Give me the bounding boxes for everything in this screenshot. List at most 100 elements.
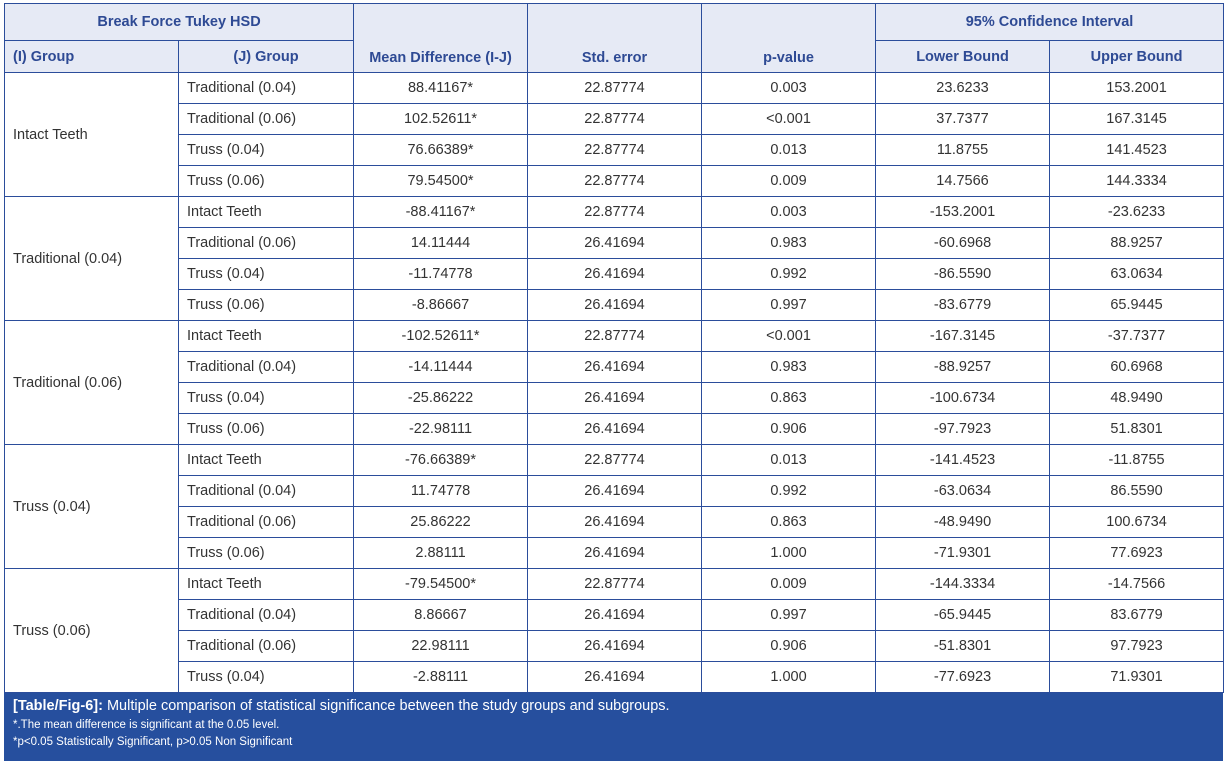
i-group-cell: Intact Teeth	[4, 72, 179, 197]
std-error-cell: 26.41694	[527, 351, 703, 383]
j-group-cell: Traditional (0.04)	[177, 72, 355, 104]
caption-note-2: *p<0.05 Statistically Significant, p>0.0…	[13, 736, 293, 748]
p-value-cell: 0.863	[701, 382, 877, 414]
std-error-cell: 26.41694	[527, 599, 703, 631]
upper-bound-cell: 153.2001	[1049, 72, 1225, 104]
header-std-error: Std. error	[527, 3, 703, 73]
table-row: Traditional (0.06) Intact Teeth -102.52611…	[4, 320, 1225, 445]
upper-bound-cell: 141.4523	[1049, 134, 1225, 166]
p-value-cell: <0.001	[701, 103, 877, 135]
table-row: Truss (0.06) -22.98111 26.41694 0.906 -97.79…	[5, 413, 1225, 445]
upper-bound-cell: 144.3334	[1049, 165, 1225, 197]
table-row: Truss (0.06) 2.88111 26.41694 1.000 -71.9301…	[5, 537, 1225, 569]
lower-bound-cell: -65.9445	[875, 599, 1051, 631]
tukey-hsd-table: Break Force Tukey HSD Mean Difference (I…	[3, 3, 1225, 693]
header-p-value: p-value	[701, 3, 877, 73]
j-group-cell: Traditional (0.06)	[177, 103, 355, 135]
table-row: Truss (0.04) 76.66389* 22.87774 0.013 11.875…	[5, 134, 1225, 166]
std-error-cell: 22.87774	[527, 72, 703, 104]
j-group-cell: Intact Teeth	[177, 568, 355, 600]
upper-bound-cell: 60.6968	[1049, 351, 1225, 383]
mean-difference-cell: -25.86222	[353, 382, 529, 414]
p-value-cell: <0.001	[701, 320, 877, 352]
j-group-cell: Intact Teeth	[177, 320, 355, 352]
lower-bound-cell: -77.6923	[875, 661, 1051, 693]
lower-bound-cell: 37.7377	[875, 103, 1051, 135]
std-error-cell: 22.87774	[527, 103, 703, 135]
upper-bound-cell: 97.7923	[1049, 630, 1225, 662]
header-j-group: (J) Group	[177, 40, 355, 73]
table-row: Truss (0.04) Intact Teeth -76.66389* 22.877…	[4, 444, 1225, 569]
lower-bound-cell: -51.8301	[875, 630, 1051, 662]
lower-bound-cell: 23.6233	[875, 72, 1051, 104]
std-error-cell: 26.41694	[527, 537, 703, 569]
j-group-cell: Traditional (0.06)	[177, 630, 355, 662]
lower-bound-cell: 14.7566	[875, 165, 1051, 197]
mean-difference-cell: 102.52611*	[353, 103, 529, 135]
std-error-cell: 26.41694	[527, 630, 703, 662]
mean-difference-cell: 11.74778	[353, 475, 529, 507]
upper-bound-cell: 167.3145	[1049, 103, 1225, 135]
std-error-cell: 26.41694	[527, 475, 703, 507]
lower-bound-cell: -86.5590	[875, 258, 1051, 290]
j-group-cell: Truss (0.06)	[177, 537, 355, 569]
upper-bound-cell: 71.9301	[1049, 661, 1225, 693]
mean-difference-cell: 88.41167*	[353, 72, 529, 104]
i-group-cell: Traditional (0.06)	[4, 320, 179, 445]
lower-bound-cell: -167.3145	[875, 320, 1051, 352]
j-group-cell: Truss (0.04)	[177, 134, 355, 166]
table-row: Traditional (0.04) -14.11444 26.41694 0.983…	[5, 351, 1225, 383]
lower-bound-cell: -63.0634	[875, 475, 1051, 507]
mean-difference-cell: -11.74778	[353, 258, 529, 290]
mean-difference-cell: 8.86667	[353, 599, 529, 631]
mean-difference-cell: -76.66389*	[353, 444, 529, 476]
table-row: Traditional (0.06) 102.52611* 22.87774 <0.0…	[5, 103, 1225, 135]
upper-bound-cell: 100.6734	[1049, 506, 1225, 538]
j-group-cell: Traditional (0.06)	[177, 506, 355, 538]
caption-label: [Table/Fig-6]:	[13, 698, 103, 714]
std-error-cell: 26.41694	[527, 413, 703, 445]
mean-difference-cell: 22.98111	[353, 630, 529, 662]
table-row: Truss (0.06) 79.54500* 22.87774 0.009 14.756…	[5, 165, 1225, 197]
table-row: Truss (0.04) -25.86222 26.41694 0.863 -100.6…	[5, 382, 1225, 414]
j-group-cell: Truss (0.06)	[177, 413, 355, 445]
std-error-cell: 26.41694	[527, 661, 703, 693]
mean-difference-cell: 25.86222	[353, 506, 529, 538]
table-row: Truss (0.06) -8.86667 26.41694 0.997 -83.677…	[5, 289, 1225, 321]
header-i-group: (I) Group	[4, 40, 179, 73]
mean-difference-cell: -2.88111	[353, 661, 529, 693]
std-error-cell: 22.87774	[527, 196, 703, 228]
header-confidence-interval: 95% Confidence Interval	[875, 3, 1225, 41]
p-value-cell: 0.013	[701, 134, 877, 166]
table-row: Traditional (0.04) 8.86667 26.41694 0.997 -6…	[5, 599, 1225, 631]
table-row: Traditional (0.06) 25.86222 26.41694 0.863-…	[5, 506, 1225, 538]
p-value-cell: 0.009	[701, 165, 877, 197]
p-value-cell: 0.997	[701, 599, 877, 631]
p-value-cell: 0.992	[701, 475, 877, 507]
lower-bound-cell: -97.7923	[875, 413, 1051, 445]
i-group-cell: Truss (0.04)	[4, 444, 179, 569]
p-value-cell: 0.013	[701, 444, 877, 476]
p-value-cell: 0.003	[701, 72, 877, 104]
p-value-cell: 0.009	[701, 568, 877, 600]
j-group-cell: Truss (0.04)	[177, 661, 355, 693]
header-mean-difference: Mean Difference (I-J)	[353, 3, 529, 73]
j-group-cell: Truss (0.06)	[177, 165, 355, 197]
lower-bound-cell: -100.6734	[875, 382, 1051, 414]
std-error-cell: 26.41694	[527, 289, 703, 321]
std-error-cell: 22.87774	[527, 134, 703, 166]
j-group-cell: Intact Teeth	[177, 444, 355, 476]
p-value-cell: 0.863	[701, 506, 877, 538]
upper-bound-cell: -14.7566	[1049, 568, 1225, 600]
j-group-cell: Traditional (0.04)	[177, 351, 355, 383]
table-row: Traditional (0.04) Intact Teeth -88.41167*…	[4, 196, 1225, 321]
upper-bound-cell: 88.9257	[1049, 227, 1225, 259]
lower-bound-cell: 11.8755	[875, 134, 1051, 166]
mean-difference-cell: -8.86667	[353, 289, 529, 321]
upper-bound-cell: 51.8301	[1049, 413, 1225, 445]
std-error-cell: 26.41694	[527, 258, 703, 290]
p-value-cell: 0.983	[701, 227, 877, 259]
upper-bound-cell: 83.6779	[1049, 599, 1225, 631]
p-value-cell: 1.000	[701, 661, 877, 693]
upper-bound-cell: 65.9445	[1049, 289, 1225, 321]
